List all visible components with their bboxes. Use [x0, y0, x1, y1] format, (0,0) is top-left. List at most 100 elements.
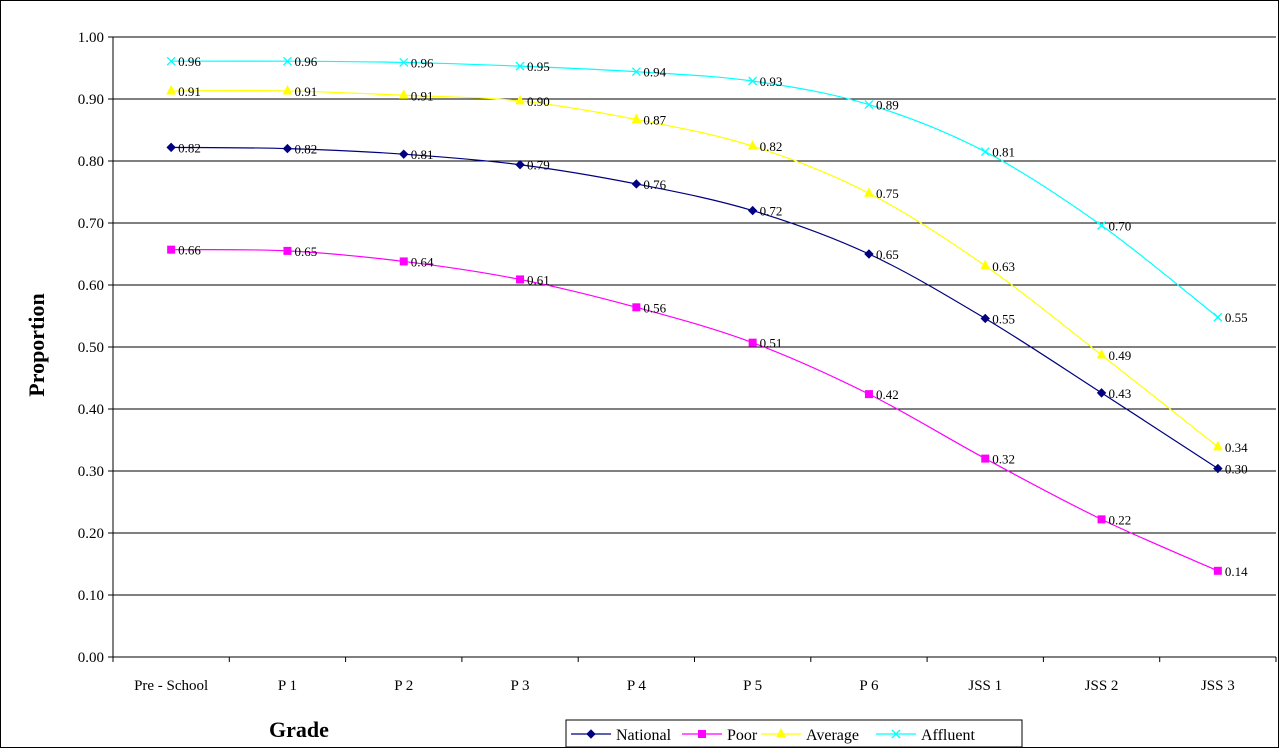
- marker-poor: [864, 390, 873, 399]
- x-tick-label: JSS 3: [1201, 678, 1235, 694]
- data-label-average: 0.90: [527, 94, 550, 109]
- y-tick-label: 0.90: [78, 92, 104, 108]
- marker-average: [980, 259, 991, 270]
- data-label-affluent: 0.70: [1109, 218, 1132, 233]
- data-label-affluent: 0.96: [178, 54, 201, 69]
- line-affluent: [171, 60, 1219, 318]
- data-label-affluent: 0.95: [527, 59, 550, 74]
- data-label-affluent: 0.89: [876, 98, 899, 113]
- marker-average: [282, 84, 293, 95]
- legend-label: Poor: [727, 727, 758, 744]
- marker-affluent: [515, 61, 525, 71]
- marker-poor: [399, 257, 408, 266]
- axes: 0.00 0.10 0.20 0.30 0.40 0.50 0.60 0.70 0.80 0.90…: [78, 30, 1277, 694]
- data-label-national: 0.81: [411, 147, 434, 162]
- y-tick-label: 0.00: [78, 650, 104, 666]
- marker-average: [864, 187, 874, 197]
- marker-national: [1213, 463, 1223, 474]
- data-label-average: 0.87: [643, 112, 666, 127]
- series-national: [166, 142, 1223, 474]
- x-axis-title: Grade: [269, 717, 329, 742]
- legend-label: National: [616, 727, 672, 744]
- data-label-average: 0.91: [411, 88, 434, 103]
- x-tick-label: P 4: [627, 678, 647, 694]
- y-tick-label: 0.50: [78, 340, 104, 356]
- x-tick-label: P 3: [511, 678, 530, 694]
- marker-average: [1096, 348, 1107, 359]
- marker-affluent: [282, 56, 292, 66]
- y-tick-label: 0.40: [78, 402, 104, 418]
- y-axis-title: Proportion: [24, 293, 49, 396]
- marker-affluent: [748, 76, 758, 86]
- data-label-poor: 0.32: [992, 452, 1015, 467]
- marker-affluent: [166, 56, 176, 66]
- marker-national: [631, 179, 642, 189]
- x-tick-label: JSS 2: [1085, 678, 1119, 694]
- marker-poor: [1213, 566, 1222, 575]
- marker-affluent: [631, 67, 641, 77]
- y-tick-label: 0.80: [78, 154, 104, 170]
- legend-item-average: Average: [761, 727, 859, 744]
- marker-poor: [632, 303, 641, 312]
- data-label-average: 0.91: [294, 84, 317, 99]
- marker-national: [980, 313, 990, 324]
- data-label-poor: 0.64: [411, 254, 434, 269]
- legend-marker: [776, 727, 786, 738]
- legend-marker: [586, 729, 596, 739]
- data-label-poor: 0.51: [760, 336, 783, 351]
- marker-national: [166, 142, 176, 153]
- data-label-national: 0.72: [760, 204, 783, 219]
- legend-marker: [891, 729, 901, 739]
- data-label-poor: 0.56: [643, 300, 666, 315]
- data-label-affluent: 0.96: [294, 54, 317, 69]
- y-tick-label: 0.10: [78, 588, 104, 604]
- data-label-national: 0.65: [876, 247, 899, 262]
- legend-marker: [698, 730, 706, 738]
- legend-label: Affluent: [921, 727, 975, 744]
- data-label-average: 0.34: [1225, 440, 1248, 455]
- marker-average: [631, 113, 642, 123]
- legend-item-national: National: [571, 727, 672, 744]
- data-label-average: 0.82: [760, 139, 783, 154]
- data-label-affluent: 0.94: [643, 65, 666, 80]
- x-tick-label: P 2: [394, 678, 413, 694]
- marker-national: [515, 160, 525, 170]
- marker-poor: [167, 245, 176, 254]
- data-label-national: 0.79: [527, 158, 550, 173]
- marker-national: [864, 249, 874, 259]
- data-label-average: 0.75: [876, 186, 899, 201]
- marker-national: [282, 143, 293, 154]
- y-tick-label: 0.20: [78, 526, 104, 542]
- line-national: [171, 146, 1219, 470]
- marker-poor: [516, 275, 525, 284]
- marker-national: [1096, 388, 1107, 398]
- series-average: [166, 84, 1223, 451]
- data-label-national: 0.55: [992, 311, 1015, 326]
- data-label-national: 0.82: [178, 140, 201, 155]
- y-tick-label: 0.30: [78, 464, 104, 480]
- legend-label: Average: [806, 727, 859, 744]
- marker-average: [747, 140, 758, 150]
- series-affluent: [166, 56, 1223, 322]
- marker-affluent: [980, 147, 990, 157]
- marker-average: [166, 84, 176, 95]
- data-label-average: 0.49: [1109, 348, 1132, 363]
- y-tick-label: 0.60: [78, 278, 104, 294]
- marker-poor: [283, 246, 292, 255]
- data-label-national: 0.43: [1109, 386, 1132, 401]
- marker-poor: [748, 338, 757, 347]
- data-label-national: 0.82: [294, 142, 317, 157]
- marker-national: [747, 205, 758, 216]
- marker-national: [399, 149, 409, 159]
- marker-affluent: [864, 100, 874, 110]
- data-label-affluent: 0.93: [760, 74, 783, 89]
- line-poor: [171, 249, 1219, 572]
- x-tick-label: Pre - School: [134, 678, 208, 694]
- data-label-average: 0.91: [178, 84, 201, 99]
- x-tick-label: P 6: [859, 678, 879, 694]
- legend: National Poor Average Affluent: [565, 719, 1023, 748]
- data-label-affluent: 0.55: [1225, 310, 1248, 325]
- y-tick-label: 1.00: [78, 30, 104, 46]
